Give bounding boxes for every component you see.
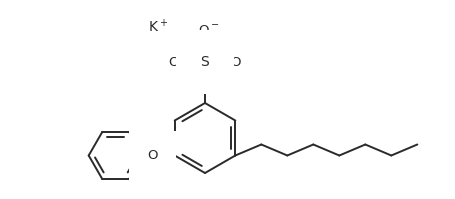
Text: K$^+$: K$^+$ (148, 18, 168, 35)
Text: O: O (168, 56, 179, 68)
Text: O: O (198, 23, 209, 36)
Text: S: S (200, 55, 209, 69)
Text: −: − (211, 20, 219, 30)
Text: O: O (230, 56, 241, 68)
Text: O: O (147, 149, 157, 162)
